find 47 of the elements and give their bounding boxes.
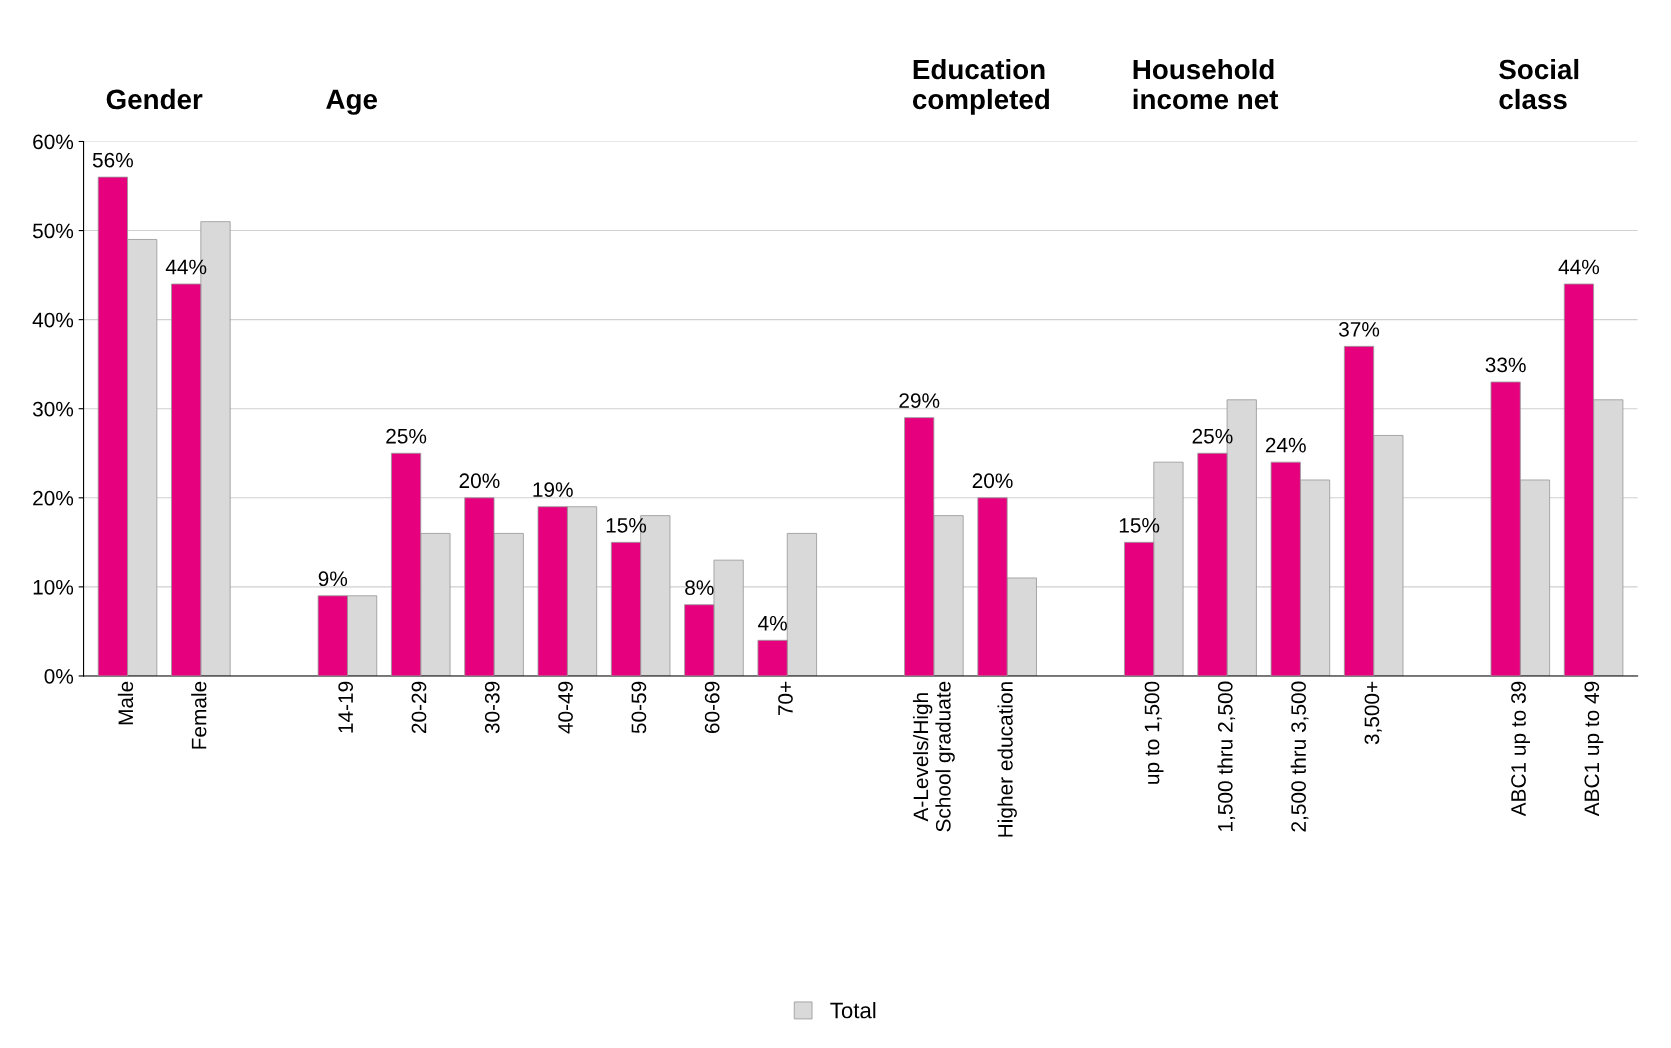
data-label: 20% [459,473,500,489]
data-label: 56% [92,152,133,168]
x-tick-label: Higher education [997,682,1017,837]
data-label: 25% [1192,428,1233,444]
data-label: 24% [1265,437,1306,453]
legend-label: Total [830,1002,876,1019]
text: Household income net [1133,58,1279,110]
data-label: 44% [1558,259,1600,275]
text: Social class [1499,58,1579,110]
x-tick-label: 50-59 [631,681,647,734]
x-tick-label: 20-29 [411,681,427,734]
x-tick-label: 1,500 thru 2,500 [1217,681,1236,831]
x-tick-label: 3,500+ [1364,681,1382,745]
y-tick-label: 40% [32,312,74,328]
data-label: 15% [1119,518,1160,533]
x-tick-label: A-Levels/High School graduate [912,681,955,832]
x-tick-label: 40-49 [558,681,573,734]
data-label: 15% [606,518,647,533]
data-label: 29% [899,393,940,408]
x-tick-label: 70+ [778,681,793,716]
x-tick-label: ABC1 up to 39 [1511,681,1531,817]
y-tick-label: 20% [33,490,74,506]
y-tick-label: 60% [33,134,74,150]
y-tick-label: 30% [32,401,74,417]
x-tick-label: 2,500 thru 3,500 [1290,681,1309,832]
data-label: 20% [972,473,1013,489]
y-tick-label: 10% [33,579,74,595]
data-label: 25% [386,428,427,444]
data-label: 37% [1338,321,1380,337]
y-tick-label: 50% [32,223,74,239]
text: Age [326,89,377,115]
data-label: 19% [533,482,573,498]
data-label: 33% [1485,357,1526,373]
x-tick-label: 60-69 [704,681,720,734]
x-tick-label: Female [191,681,207,749]
data-label: 9% [318,571,348,587]
y-tick-label: 0% [44,668,74,684]
x-tick-label: ABC1 up to 49 [1584,681,1604,817]
data-label: 4% [758,615,787,631]
text: Education completed [912,58,1049,115]
text: Gender [106,88,203,110]
x-tick-label: 14-19 [338,681,354,733]
data-label: 44% [165,259,207,275]
data-label: 8% [685,580,714,596]
x-tick-label: up to 1,500 [1144,681,1164,784]
x-tick-label: 30-39 [484,681,500,734]
x-tick-label: Male [117,681,134,725]
